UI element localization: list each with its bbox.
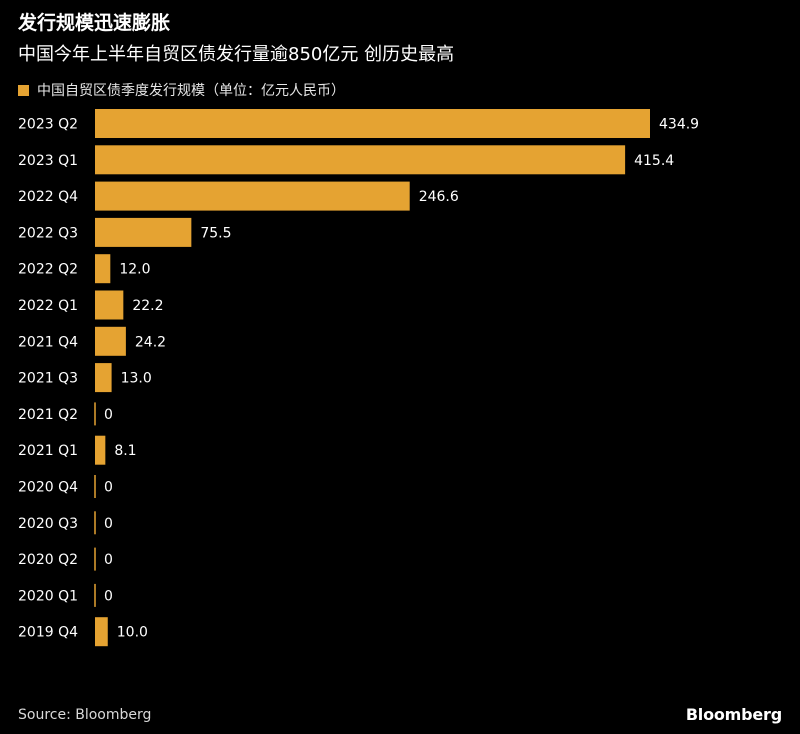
- value-label: 13.0: [121, 371, 152, 387]
- bar: [95, 326, 126, 356]
- value-label: 12.0: [119, 262, 150, 278]
- category-label: 2023 Q1: [18, 153, 78, 169]
- legend: 中国自贸区债季度发行规模（单位：亿元人民币）: [18, 80, 345, 100]
- value-label: 246.6: [419, 189, 459, 205]
- category-label: 2020 Q2: [18, 552, 78, 568]
- category-label: 2020 Q3: [18, 516, 78, 532]
- value-label: 8.1: [114, 443, 136, 459]
- value-label: 415.4: [634, 153, 674, 169]
- bar: [95, 363, 112, 393]
- category-label: 2020 Q1: [18, 588, 78, 604]
- chart-title: 发行规模迅速膨胀: [18, 12, 171, 34]
- category-label: 2022 Q1: [18, 298, 78, 314]
- bar: [95, 435, 106, 465]
- chart-subtitle: 中国今年上半年自贸区债发行量逾850亿元 创历史最高: [18, 44, 455, 65]
- value-label: 75.5: [200, 225, 231, 241]
- bar: [95, 145, 626, 175]
- bar: [95, 181, 410, 211]
- value-label: 0: [104, 407, 113, 423]
- value-label: 22.2: [132, 298, 163, 314]
- category-label: 2019 Q4: [18, 625, 78, 641]
- category-label: 2021 Q1: [18, 443, 78, 459]
- value-label: 10.0: [117, 625, 148, 641]
- bar: [95, 217, 192, 247]
- category-label: 2023 Q2: [18, 117, 78, 133]
- source-note: Source: Bloomberg: [18, 707, 152, 723]
- category-label: 2021 Q2: [18, 407, 78, 423]
- value-label: 0: [104, 552, 113, 568]
- value-label: 0: [104, 480, 113, 496]
- bloomberg-logo: Bloomberg: [685, 705, 782, 724]
- category-label: 2022 Q2: [18, 262, 78, 278]
- bar: [95, 290, 124, 320]
- legend-swatch: [18, 84, 29, 96]
- legend-label: 中国自贸区债季度发行规模（单位：亿元人民币）: [37, 83, 345, 99]
- bar: [95, 254, 111, 284]
- category-label: 2021 Q4: [18, 334, 78, 350]
- category-label: 2021 Q3: [18, 371, 78, 387]
- category-label: 2020 Q4: [18, 480, 78, 496]
- value-label: 0: [104, 516, 113, 532]
- bar: [95, 109, 650, 138]
- value-label: 24.2: [135, 334, 166, 350]
- value-label: 0: [104, 588, 113, 604]
- category-label: 2022 Q4: [18, 189, 78, 205]
- value-label: 434.9: [659, 117, 699, 133]
- bar: [95, 617, 108, 647]
- category-label: 2022 Q3: [18, 225, 78, 241]
